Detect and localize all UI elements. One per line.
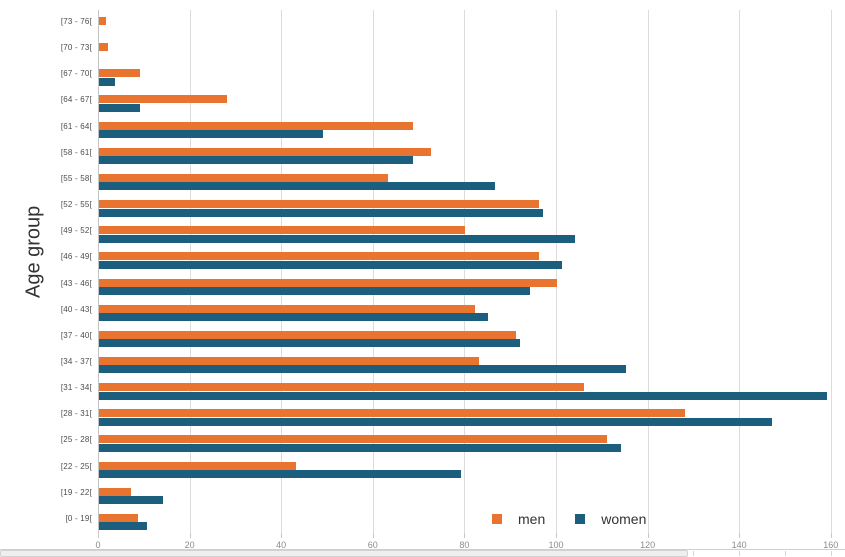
x-axis-tick-label-20: 20 [184,540,195,550]
gridline-x-0 [98,10,99,533]
scrollbar-axis-tick [830,551,832,556]
women-bar[interactable] [99,339,521,348]
women-bar[interactable] [99,182,496,191]
men-bar[interactable] [99,200,539,209]
x-axis-tick-mark [98,533,99,538]
x-axis-tick-mark [372,533,374,538]
x-axis-tick-label-80: 80 [459,540,470,550]
men-bar[interactable] [99,17,106,25]
women-bar[interactable] [99,130,324,139]
x-axis-tick-mark [281,533,283,538]
x-axis-tick-mark [647,533,649,538]
men-color-swatch-icon [492,514,502,524]
x-axis-tick-mark [189,533,191,538]
category-label: [0 - 19[ [65,513,92,523]
category-label: [19 - 22[ [60,487,92,497]
women-bar[interactable] [99,417,773,426]
legend-label-men: men [518,511,546,527]
category-label: [73 - 76[ [60,17,92,26]
gridline-x-60 [372,10,374,533]
category-label: [40 - 43[ [60,304,92,314]
category-label: [22 - 25[ [60,461,92,471]
x-axis-tick-label-100: 100 [548,540,564,550]
category-label: [49 - 52[ [60,226,92,236]
x-axis-tick-mark [830,533,832,538]
women-bar[interactable] [99,443,622,452]
category-label: [31 - 34[ [60,383,92,393]
gridline-x-160 [830,10,832,533]
women-bar[interactable] [99,313,489,322]
x-axis-tick-label-60: 60 [367,540,378,550]
men-bar[interactable] [99,461,296,470]
category-label: [61 - 64[ [60,121,92,131]
men-bar[interactable] [99,43,109,52]
women-bar[interactable] [99,103,141,112]
women-bar[interactable] [99,287,530,295]
scrollbar-axis-tick [785,551,786,556]
category-label: [70 - 73[ [60,43,92,53]
men-bar[interactable] [99,173,388,182]
gridline-x-100 [556,10,557,533]
legend-label-women: women [601,511,647,527]
women-bar[interactable] [99,234,576,243]
category-label: [46 - 49[ [60,252,92,262]
x-axis-tick-mark [464,533,466,538]
women-bar[interactable] [99,391,828,400]
category-label: [52 - 55[ [60,200,92,210]
men-bar[interactable] [99,409,686,418]
category-label: [64 - 67[ [60,95,92,105]
women-bar[interactable] [99,156,413,165]
legend-item-women[interactable]: women [575,511,646,527]
category-label: [37 - 40[ [60,330,92,340]
men-bar[interactable] [99,487,132,496]
men-bar[interactable] [99,435,608,444]
women-bar[interactable] [99,260,562,269]
men-bar[interactable] [99,226,466,235]
x-axis-tick-mark [556,533,557,538]
women-bar[interactable] [99,470,461,479]
men-bar[interactable] [99,95,228,104]
men-bar[interactable] [99,330,516,339]
gridline-x-20 [189,10,191,533]
women-bar[interactable] [99,365,626,374]
men-bar[interactable] [99,383,585,392]
category-label: [28 - 31[ [60,409,92,419]
x-axis-tick-label-0: 0 [95,540,101,550]
women-bar[interactable] [99,208,544,217]
category-label: [67 - 70[ [60,69,92,79]
women-color-swatch-icon [575,514,586,524]
women-bar[interactable] [99,77,116,86]
category-label: [55 - 58[ [60,173,92,183]
men-bar[interactable] [99,304,475,313]
men-bar[interactable] [99,69,141,78]
legend-item-men[interactable]: men [492,511,545,527]
category-label: [34 - 37[ [60,356,92,366]
x-axis-tick-label-40: 40 [276,540,287,550]
gridline-x-40 [281,10,283,533]
men-bar[interactable] [99,356,480,365]
category-label: [25 - 28[ [60,435,92,445]
men-bar[interactable] [99,513,138,522]
men-bar[interactable] [99,252,539,261]
gridline-x-80 [464,10,466,533]
scrollbar-axis-tick [693,551,695,556]
women-bar[interactable] [99,522,148,531]
men-bar[interactable] [99,121,413,130]
scrollbar-axis-tick [739,551,741,556]
x-axis-tick-label-140: 140 [731,540,747,550]
men-bar[interactable] [99,147,432,156]
gridline-x-140 [739,10,741,533]
gridline-x-120 [647,10,649,533]
men-bar[interactable] [99,278,557,287]
x-axis-tick-label-160: 160 [823,540,839,550]
category-label: [43 - 46[ [60,278,92,288]
x-axis-tick-label-120: 120 [640,540,656,550]
legend: men women [492,511,646,527]
women-bar[interactable] [99,496,164,505]
x-axis-tick-mark [739,533,741,538]
category-label: [58 - 61[ [60,147,92,157]
